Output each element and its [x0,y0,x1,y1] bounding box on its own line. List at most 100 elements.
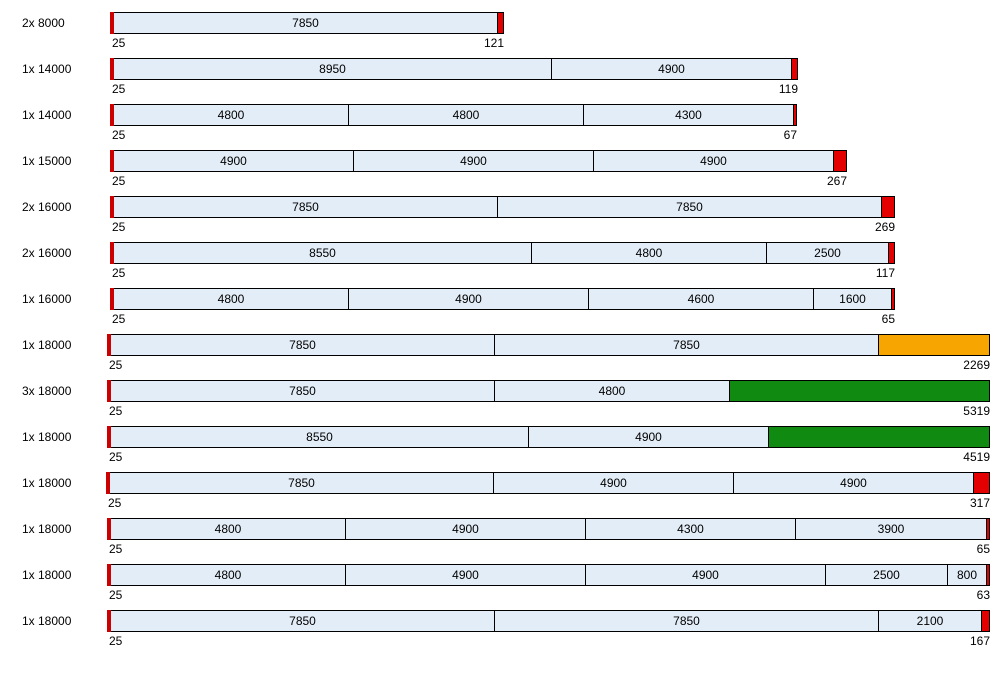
bar-segment: 4900 [354,150,594,172]
bar-track: 48004900490025008002563 [107,564,990,586]
bar-segment: 4800 [349,104,584,126]
row-label: 1x 14000 [0,104,110,122]
bar-row: 2x 8000785025121 [0,12,1000,58]
remainder-segment [769,426,990,448]
bar-segment: 7850 [114,12,498,34]
bar-row: 1x 140008950490025119 [0,58,1000,104]
bar-segment: 7850 [111,334,495,356]
remainder-segment [982,610,990,632]
start-value: 25 [112,220,125,234]
start-value: 25 [112,128,125,142]
remainder-value: 121 [484,36,504,50]
remainder-value: 65 [977,542,990,556]
bar-stack: 78507850 [110,196,990,218]
start-value: 25 [112,266,125,280]
start-value: 25 [109,450,122,464]
bar-segment: 4900 [114,150,354,172]
bar-segment: 4900 [734,472,974,494]
bar-row: 3x 1800078504800255319 [0,380,1000,426]
row-label: 1x 18000 [0,472,106,490]
row-label: 1x 15000 [0,150,110,168]
row-label: 1x 18000 [0,610,107,628]
remainder-value: 5319 [963,404,990,418]
start-value: 25 [112,82,125,96]
row-label: 2x 8000 [0,12,110,30]
bar-segment: 7850 [495,610,879,632]
bar-stack: 4800490046001600 [110,288,990,310]
row-label: 1x 16000 [0,288,110,306]
bar-stack: 78504800 [107,380,990,402]
bar-stack: 89504900 [110,58,990,80]
bar-track: 8950490025119 [110,58,990,80]
remainder-value: 65 [882,312,895,326]
bar-row: 1x 1800085504900 25 4519 [0,426,1000,472]
bar-stack: 4800490043003900 [107,518,990,540]
remainder-segment [498,12,504,34]
bar-row: 2x 160007850785025269 [0,196,1000,242]
remainder-segment [730,380,990,402]
start-value: 25 [109,358,122,372]
bar-segment: 2100 [879,610,982,632]
remainder-value: 119 [779,82,798,96]
start-value: 25 [112,174,125,188]
bar-row: 1x 140004800480043002567 [0,104,1000,150]
start-value: 25 [112,36,125,50]
bar-stack: 7850 [110,12,990,34]
start-value: 25 [109,588,122,602]
remainder-value: 269 [875,220,895,234]
bar-segment: 8950 [114,58,552,80]
bar-stack: 78507850 [107,334,990,356]
bar-segment: 4800 [111,518,346,540]
bar-segment: 4300 [584,104,794,126]
bar-segment: 4900 [346,518,586,540]
bar-track: 49004900490025267 [110,150,990,172]
remainder-segment [834,150,847,172]
bar-track: 7850785025269 [110,196,990,218]
remainder-segment [974,472,990,494]
bar-segment: 8550 [111,426,529,448]
remainder-segment [879,334,990,356]
bar-segment: 4800 [532,242,767,264]
remainder-segment [794,104,797,126]
bar-segment: 3900 [796,518,987,540]
bar-segment: 4800 [114,104,349,126]
remainder-segment [889,242,895,264]
bar-segment: 4800 [495,380,730,402]
remainder-value: 2269 [963,358,990,372]
bar-segment: 4900 [594,150,834,172]
remainder-value: 63 [977,588,990,602]
bar-row: 1x 1600048004900460016002565 [0,288,1000,334]
bar-track: 78507850252269 [107,334,990,356]
remainder-value: 4519 [963,450,990,464]
start-value: 25 [109,542,122,556]
bar-row: 1x 1800078507850210025167 [0,610,1000,656]
remainder-segment [987,518,990,540]
bar-row: 1x 1800078504900490025317 [0,472,1000,518]
remainder-segment [987,564,990,586]
bar-track: 48004900460016002565 [110,288,990,310]
start-value: 25 [109,404,122,418]
row-label: 3x 18000 [0,380,107,398]
bar-track: 48004900430039002565 [107,518,990,540]
bar-segment: 7850 [498,196,882,218]
remainder-segment [792,58,798,80]
bar-row: 2x 1600085504800250025117 [0,242,1000,288]
bar-segment: 4900 [346,564,586,586]
row-label: 1x 14000 [0,58,110,76]
bar-segment: 4900 [529,426,769,448]
bar-track: 785025121 [110,12,990,34]
bar-segment: 7850 [114,196,498,218]
bar-track: 78507850210025167 [107,610,990,632]
bar-track: 78504900490025317 [106,472,990,494]
row-label: 2x 16000 [0,196,110,214]
bar-stack: 4800490049002500800 [107,564,990,586]
bar-segment: 8550 [114,242,532,264]
bar-track: 85504800250025117 [110,242,990,264]
bar-segment: 4300 [586,518,796,540]
start-value: 25 [112,312,125,326]
bar-stack: 85504900 [107,426,990,448]
row-label: 1x 18000 [0,426,107,444]
bar-stack: 785049004900 [106,472,990,494]
bar-segment: 2500 [767,242,889,264]
bar-track: 78504800255319 [107,380,990,402]
